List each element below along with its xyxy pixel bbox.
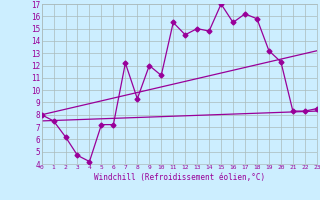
X-axis label: Windchill (Refroidissement éolien,°C): Windchill (Refroidissement éolien,°C) — [94, 173, 265, 182]
